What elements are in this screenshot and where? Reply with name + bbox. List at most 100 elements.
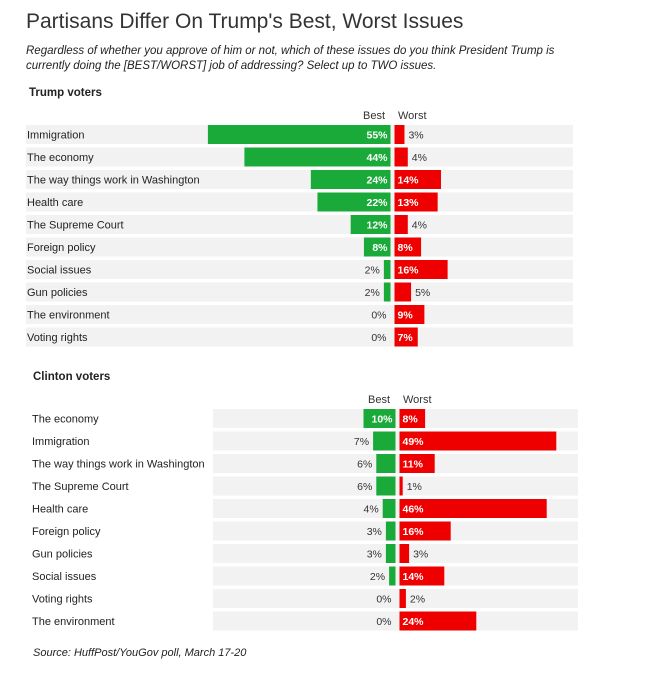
best-value-clinton-immigration: 7% — [354, 436, 369, 448]
worst-bar-trump-immigration — [394, 125, 405, 144]
worst-bar-trump-gun-policies — [394, 282, 412, 302]
best-value-trump-health-care: 22% — [366, 197, 388, 209]
best-bar-clinton-gun-policies — [385, 544, 396, 563]
worst-value-trump-health-care: 13% — [398, 197, 420, 209]
worst-value-clinton-the-supreme-court: 1% — [407, 481, 422, 493]
best-value-clinton-voting-rights: 0% — [376, 593, 391, 605]
category-label-trump-social-issues: Social issues — [27, 264, 92, 276]
worst-bar-trump-the-economy — [394, 147, 408, 167]
row-bg-trump-foreign-policy — [26, 237, 573, 257]
best-value-clinton-gun-policies: 3% — [367, 548, 382, 560]
worst-bar-trump-the-way-things-work-in-washington — [394, 170, 441, 189]
worst-bar-clinton-gun-policies — [399, 544, 410, 563]
category-label-clinton-the-economy: The economy — [32, 413, 99, 425]
worst-bar-trump-the-supreme-court — [394, 215, 408, 234]
worst-bar-trump-the-environment — [394, 305, 425, 324]
worst-bar-clinton-health-care — [399, 499, 547, 518]
chart-subtitle: Regardless of whether you approve of him… — [26, 45, 555, 72]
worst-header-trump: Worst — [398, 110, 427, 122]
category-label-trump-voting-rights: Voting rights — [27, 332, 88, 344]
worst-value-clinton-the-economy: 8% — [403, 413, 419, 425]
best-bar-trump-the-economy — [244, 147, 391, 167]
best-value-trump-the-environment: 0% — [371, 309, 386, 321]
worst-bar-clinton-foreign-policy — [399, 521, 451, 541]
worst-value-clinton-the-way-things-work-in-washington: 11% — [403, 458, 424, 470]
best-value-clinton-the-environment: 0% — [376, 616, 391, 628]
best-value-clinton-the-economy: 10% — [371, 413, 393, 425]
category-label-trump-health-care: Health care — [27, 197, 83, 209]
category-label-clinton-the-environment: The environment — [32, 616, 115, 628]
worst-value-trump-foreign-policy: 8% — [398, 242, 414, 254]
best-bar-clinton-foreign-policy — [385, 521, 396, 541]
worst-value-trump-the-supreme-court: 4% — [412, 219, 427, 231]
best-value-clinton-foreign-policy: 3% — [367, 526, 382, 538]
best-header-trump: Best — [363, 110, 386, 122]
worst-bar-trump-foreign-policy — [394, 237, 422, 257]
worst-value-trump-the-economy: 4% — [412, 152, 427, 164]
best-value-trump-the-way-things-work-in-washington: 24% — [366, 174, 388, 186]
worst-bar-clinton-immigration — [399, 431, 557, 451]
best-value-trump-the-supreme-court: 12% — [366, 219, 388, 231]
category-label-trump-the-environment: The environment — [27, 309, 110, 321]
category-label-trump-foreign-policy: Foreign policy — [27, 242, 96, 254]
worst-bar-trump-voting-rights — [394, 327, 418, 347]
category-label-clinton-foreign-policy: Foreign policy — [32, 526, 101, 538]
best-value-trump-the-economy: 44% — [366, 152, 388, 164]
worst-value-trump-gun-policies: 5% — [415, 287, 430, 299]
category-label-trump-the-economy: The economy — [27, 152, 94, 164]
worst-bar-clinton-the-supreme-court — [399, 476, 403, 496]
best-value-clinton-the-supreme-court: 6% — [357, 481, 372, 493]
best-bar-trump-immigration — [207, 125, 391, 144]
worst-value-clinton-the-environment: 24% — [403, 616, 425, 628]
category-label-trump-the-way-things-work-in-washington: The way things work in Washington — [27, 174, 200, 186]
best-bar-trump-the-supreme-court — [350, 215, 391, 234]
worst-value-trump-the-environment: 9% — [398, 309, 414, 321]
category-label-clinton-the-supreme-court: The Supreme Court — [32, 481, 129, 493]
worst-value-trump-social-issues: 16% — [398, 264, 420, 276]
worst-value-trump-voting-rights: 7% — [398, 332, 414, 344]
category-label-clinton-immigration: Immigration — [32, 436, 89, 448]
worst-value-clinton-voting-rights: 2% — [410, 593, 425, 605]
row-bg-trump-gun-policies — [26, 282, 573, 302]
row-bg-trump-the-environment — [26, 305, 573, 324]
best-value-trump-gun-policies: 2% — [365, 287, 380, 299]
category-label-clinton-voting-rights: Voting rights — [32, 593, 93, 605]
best-bar-trump-health-care — [317, 192, 391, 212]
best-value-clinton-health-care: 4% — [364, 503, 379, 515]
category-label-clinton-the-way-things-work-in-washington: The way things work in Washington — [32, 458, 205, 470]
best-bar-clinton-the-way-things-work-in-washington — [376, 454, 396, 473]
best-value-trump-immigration: 55% — [366, 129, 388, 141]
category-label-trump-immigration: Immigration — [27, 129, 84, 141]
worst-bar-clinton-the-way-things-work-in-washington — [399, 454, 435, 473]
section-title-clinton: Clinton voters — [33, 371, 111, 383]
worst-bar-clinton-the-environment — [399, 611, 477, 631]
category-label-clinton-health-care: Health care — [32, 503, 88, 515]
best-bar-trump-foreign-policy — [363, 237, 391, 257]
best-bar-clinton-health-care — [382, 499, 396, 518]
worst-bar-clinton-voting-rights — [399, 589, 406, 608]
category-label-clinton-gun-policies: Gun policies — [32, 548, 93, 560]
best-value-clinton-the-way-things-work-in-washington: 6% — [357, 458, 372, 470]
row-bg-trump-the-supreme-court — [26, 215, 573, 234]
category-label-clinton-social-issues: Social issues — [32, 571, 97, 583]
worst-value-clinton-health-care: 46% — [403, 503, 425, 515]
source-note: Source: HuffPost/YouGov poll, March 17-2… — [33, 647, 247, 659]
worst-value-clinton-gun-policies: 3% — [413, 548, 428, 560]
best-bar-trump-gun-policies — [383, 282, 391, 302]
row-bg-clinton-the-environment — [213, 611, 578, 631]
worst-value-clinton-foreign-policy: 16% — [403, 526, 425, 538]
worst-value-clinton-immigration: 49% — [403, 436, 425, 448]
worst-value-trump-immigration: 3% — [408, 129, 423, 141]
category-label-trump-the-supreme-court: The Supreme Court — [27, 219, 124, 231]
category-label-trump-gun-policies: Gun policies — [27, 287, 88, 299]
best-bar-clinton-immigration — [373, 431, 396, 451]
worst-bar-clinton-the-economy — [399, 409, 426, 428]
best-bar-clinton-the-supreme-court — [376, 476, 396, 496]
best-value-trump-social-issues: 2% — [365, 264, 380, 276]
worst-header-clinton: Worst — [403, 394, 432, 406]
best-value-clinton-social-issues: 2% — [370, 571, 385, 583]
worst-bar-trump-health-care — [394, 192, 438, 212]
chart-title: Partisans Differ On Trump's Best, Worst … — [26, 10, 464, 33]
worst-value-trump-the-way-things-work-in-washington: 14% — [398, 174, 420, 186]
